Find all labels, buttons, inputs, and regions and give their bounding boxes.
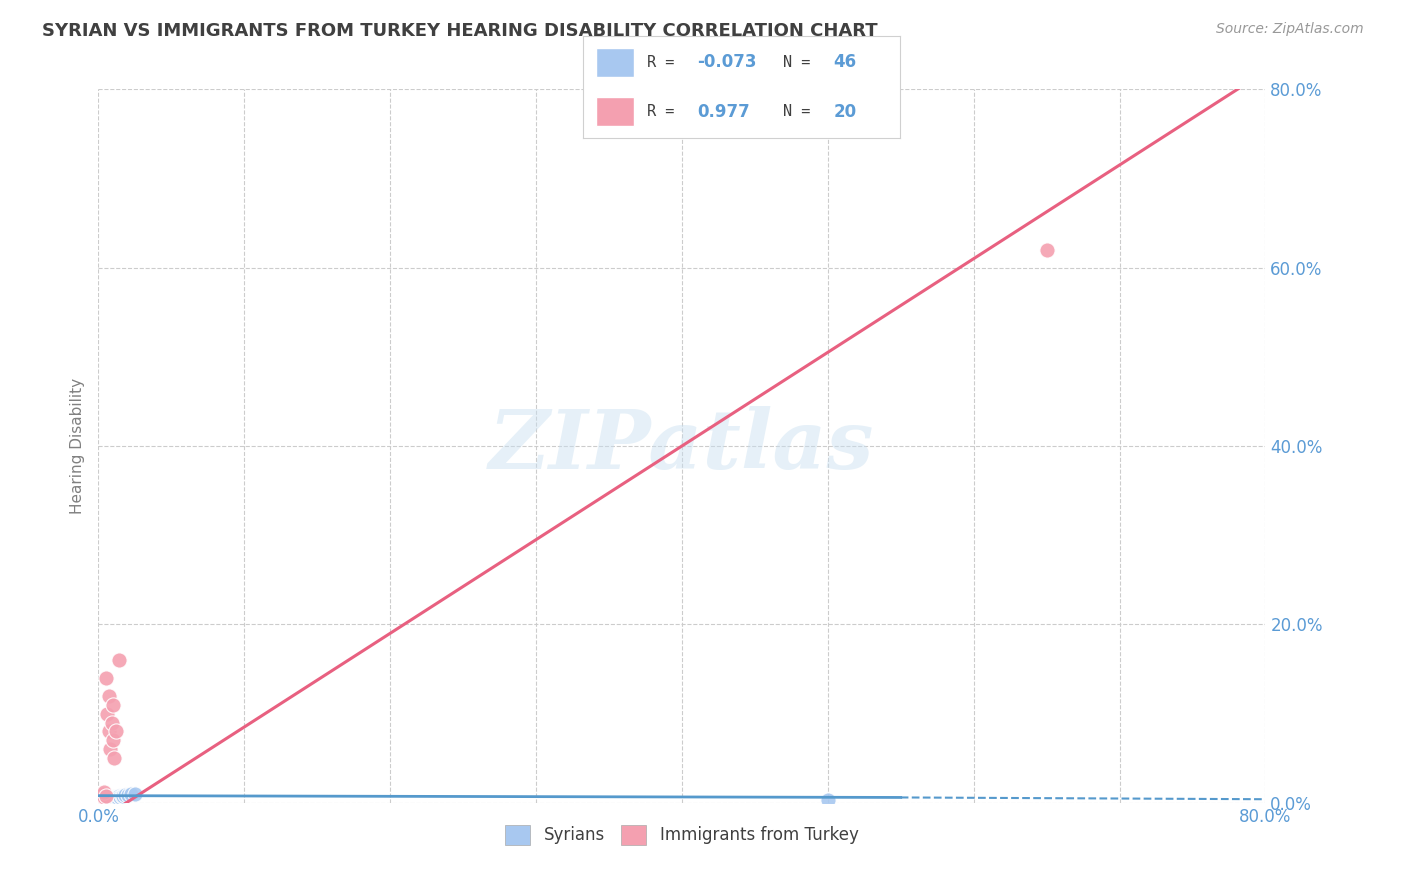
Legend: Syrians, Immigrants from Turkey: Syrians, Immigrants from Turkey (499, 818, 865, 852)
Point (91, 791, 114, 805)
Text: SYRIAN VS IMMIGRANTS FROM TURKEY HEARING DISABILITY CORRELATION CHART: SYRIAN VS IMMIGRANTS FROM TURKEY HEARING… (42, 22, 877, 40)
Point (101, 789, 124, 804)
Text: ZIPatlas: ZIPatlas (489, 406, 875, 486)
Text: R =: R = (647, 104, 683, 120)
Point (100, 715, 122, 730)
Point (98, 789, 121, 804)
Point (89, 790, 111, 805)
Point (90, 791, 112, 805)
Text: 20: 20 (834, 103, 856, 120)
Text: 0.977: 0.977 (697, 103, 751, 120)
Point (103, 751, 125, 765)
Point (124, 787, 146, 801)
Point (104, 790, 127, 805)
Point (120, 787, 142, 801)
Point (104, 789, 127, 804)
Point (91, 789, 114, 804)
Point (110, 789, 132, 804)
Point (91, 790, 114, 805)
Point (94, 671, 117, 685)
Point (96, 706, 118, 721)
Text: N =: N = (783, 54, 820, 70)
Point (96, 792, 118, 806)
Point (103, 789, 125, 804)
Point (90, 789, 112, 803)
Point (98, 790, 121, 805)
Point (94, 789, 117, 804)
Point (108, 789, 131, 803)
Point (93, 790, 115, 805)
FancyBboxPatch shape (596, 48, 634, 77)
Point (103, 790, 125, 805)
Point (97, 689, 120, 703)
Point (90, 792, 112, 806)
Point (89, 791, 111, 805)
Point (96, 789, 118, 803)
Point (93, 789, 115, 804)
FancyBboxPatch shape (596, 97, 634, 126)
Point (97, 789, 120, 804)
Point (104, 724, 127, 739)
Point (90, 790, 112, 805)
Text: Source: ZipAtlas.com: Source: ZipAtlas.com (1216, 22, 1364, 37)
Point (97, 791, 120, 805)
Point (96, 790, 118, 805)
Point (94, 790, 117, 805)
Point (101, 733, 124, 747)
Point (91, 789, 114, 803)
Point (93, 785, 115, 799)
Text: R =: R = (647, 54, 683, 70)
Point (117, 788, 139, 802)
Point (112, 789, 135, 803)
Point (89, 789, 111, 804)
Text: N =: N = (783, 104, 820, 120)
Point (89, 792, 111, 806)
Point (817, 793, 839, 807)
Point (105, 789, 128, 804)
Point (114, 788, 136, 802)
Point (98, 791, 121, 805)
Point (91, 787, 114, 801)
Text: -0.073: -0.073 (697, 54, 756, 71)
Point (94, 792, 117, 806)
Point (111, 789, 134, 803)
Point (100, 790, 122, 805)
Point (1035, 243, 1057, 257)
Point (101, 791, 124, 805)
Point (101, 698, 124, 712)
Y-axis label: Hearing Disability: Hearing Disability (69, 378, 84, 514)
Point (97, 724, 120, 739)
Point (96, 791, 118, 805)
Point (93, 791, 115, 805)
Point (90, 789, 112, 803)
Point (108, 653, 131, 667)
Point (98, 742, 121, 756)
Text: 46: 46 (834, 54, 856, 71)
Point (97, 790, 120, 805)
Point (100, 791, 122, 805)
Point (93, 789, 115, 804)
Point (90, 791, 112, 805)
Point (94, 789, 117, 803)
Point (91, 790, 114, 805)
Point (91, 792, 114, 806)
